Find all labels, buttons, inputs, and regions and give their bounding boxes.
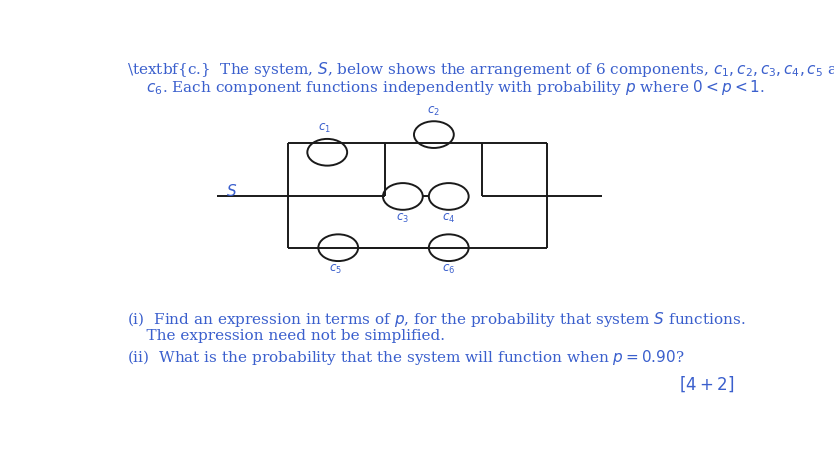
Text: (i)  Find an expression in terms of $p$, for the probability that system $S$ fun: (i) Find an expression in terms of $p$, …	[127, 309, 746, 329]
Text: $c_5$: $c_5$	[329, 263, 341, 276]
Text: $[4 + 2]$: $[4 + 2]$	[680, 375, 735, 394]
Text: $c_3$: $c_3$	[396, 212, 409, 224]
Text: $c_1$: $c_1$	[318, 122, 330, 135]
Text: $c_4$: $c_4$	[442, 212, 455, 224]
Text: The expression need not be simplified.: The expression need not be simplified.	[127, 329, 445, 343]
Text: $c_6$: $c_6$	[442, 263, 455, 276]
Text: (ii)  What is the probability that the system will function when $p = 0.90$?: (ii) What is the probability that the sy…	[127, 348, 685, 367]
Text: $c_2$: $c_2$	[428, 105, 440, 118]
Text: $c_6$. Each component functions independently with probability $p$ where $0 < p : $c_6$. Each component functions independ…	[127, 78, 765, 97]
Text: $S$: $S$	[225, 183, 237, 199]
Text: \textbf{c.}  The system, $S$, below shows the arrangement of 6 components, $c_1,: \textbf{c.} The system, $S$, below shows…	[127, 61, 834, 79]
